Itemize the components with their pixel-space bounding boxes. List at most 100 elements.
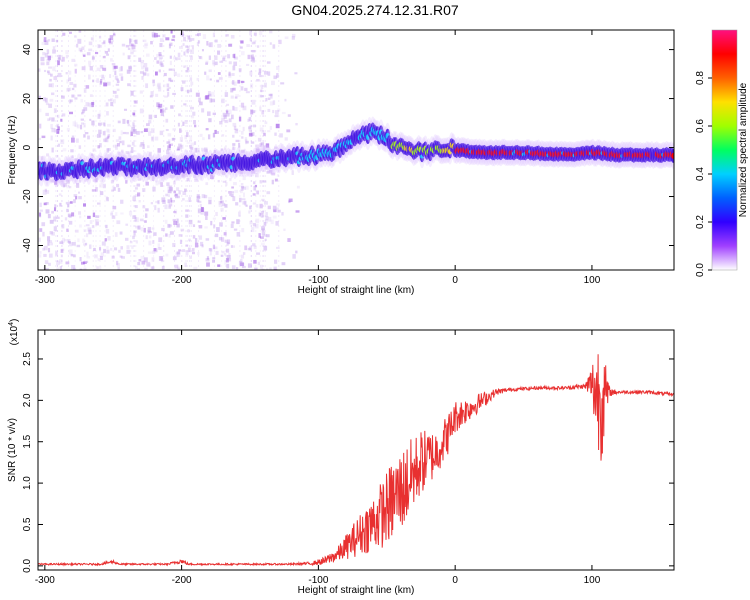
noise-speck xyxy=(176,187,180,191)
noise-speck xyxy=(169,42,173,47)
noise-speck xyxy=(136,130,140,135)
noise-speck xyxy=(57,72,62,78)
noise-speck xyxy=(152,240,155,244)
noise-speck xyxy=(116,260,119,266)
noise-speck xyxy=(204,71,207,75)
noise-speck xyxy=(57,57,61,60)
y-tick-label: 0.5 xyxy=(22,517,33,531)
noise-speck xyxy=(200,157,203,162)
noise-speck xyxy=(182,173,187,178)
noise-speck xyxy=(71,94,75,98)
noise-speck xyxy=(218,200,222,205)
noise-speck xyxy=(216,227,220,232)
noise-speck xyxy=(193,141,197,145)
noise-speck xyxy=(180,228,185,232)
noise-speck xyxy=(42,97,46,102)
noise-speck xyxy=(78,196,82,200)
noise-speck xyxy=(217,264,221,267)
noise-speck xyxy=(194,147,198,153)
noise-speck xyxy=(226,241,229,246)
noise-speck xyxy=(47,72,51,76)
noise-speck xyxy=(291,170,294,175)
noise-speck xyxy=(266,191,271,195)
noise-speck xyxy=(291,33,296,38)
noise-speck xyxy=(254,267,258,270)
noise-speck xyxy=(99,132,102,138)
noise-speck xyxy=(208,43,211,47)
noise-speck xyxy=(147,263,151,267)
noise-speck xyxy=(259,236,264,239)
noise-speck xyxy=(233,228,238,231)
noise-speck xyxy=(207,111,211,116)
noise-speck xyxy=(187,247,191,253)
noise-speck xyxy=(160,256,163,261)
noise-speck xyxy=(240,86,244,91)
noise-speck xyxy=(192,111,196,116)
colorbar-ticks: 0.0 0.2 0.4 0.6 0.8 xyxy=(695,71,712,277)
noise-speck xyxy=(105,102,109,107)
noise-speck xyxy=(59,258,63,264)
noise-speck xyxy=(226,103,230,106)
noise-speck xyxy=(273,209,277,213)
noise-speck xyxy=(209,97,213,103)
noise-speck xyxy=(187,229,190,233)
noise-speck xyxy=(152,79,155,84)
noise-speck xyxy=(173,180,176,185)
noise-speck xyxy=(251,168,255,174)
noise-speck xyxy=(250,141,255,144)
noise-speck xyxy=(107,133,111,138)
noise-speck xyxy=(49,240,53,243)
noise-speck xyxy=(287,238,291,242)
noise-speck xyxy=(99,191,104,196)
noise-speck xyxy=(189,256,192,259)
noise-speck xyxy=(177,52,181,58)
noise-speck xyxy=(195,92,200,97)
noise-speck xyxy=(117,187,121,192)
noise-speck xyxy=(155,200,159,204)
noise-speck xyxy=(211,98,216,103)
noise-speck xyxy=(122,52,125,56)
noise-speck xyxy=(154,57,157,60)
noise-speck xyxy=(256,204,259,208)
noise-speck xyxy=(89,220,93,224)
noise-speck xyxy=(101,122,105,126)
y-tick-label: 0.0 xyxy=(22,558,33,572)
noise-speck xyxy=(232,54,235,58)
noise-speck xyxy=(147,226,151,232)
noise-speck xyxy=(59,241,63,244)
noise-speck xyxy=(169,60,172,66)
noise-speck xyxy=(222,57,226,62)
noise-speck xyxy=(142,205,146,209)
noise-speck xyxy=(263,71,268,75)
noise-speck xyxy=(183,65,186,68)
noise-speck xyxy=(140,227,144,232)
snr-background xyxy=(38,330,674,570)
noise-speck xyxy=(78,191,81,194)
noise-speck xyxy=(212,62,216,67)
noise-speck xyxy=(130,51,134,55)
noise-speck xyxy=(51,38,55,42)
noise-speck xyxy=(276,174,280,177)
noise-speck xyxy=(68,220,73,225)
noise-speck xyxy=(233,61,238,66)
noise-speck xyxy=(198,225,203,229)
noise-speck xyxy=(221,171,226,175)
noise-speck xyxy=(92,56,95,60)
noise-speck xyxy=(228,109,232,115)
noise-speck xyxy=(80,98,83,103)
noise-speck xyxy=(207,134,211,140)
noise-speck xyxy=(76,43,79,48)
noise-speck xyxy=(198,55,202,59)
noise-speck xyxy=(182,191,187,195)
noise-speck xyxy=(91,55,95,61)
noise-speck xyxy=(253,185,257,191)
noise-speck xyxy=(160,111,165,117)
y-tick-label: 1.5 xyxy=(22,434,33,448)
noise-speck xyxy=(189,77,193,81)
noise-speck xyxy=(39,202,42,208)
noise-speck xyxy=(221,134,225,137)
noise-speck xyxy=(231,221,235,224)
spectrogram-x-ticks: -300 -200 -100 0 100 xyxy=(35,30,601,286)
noise-speck xyxy=(233,182,237,186)
noise-speck xyxy=(57,60,60,66)
